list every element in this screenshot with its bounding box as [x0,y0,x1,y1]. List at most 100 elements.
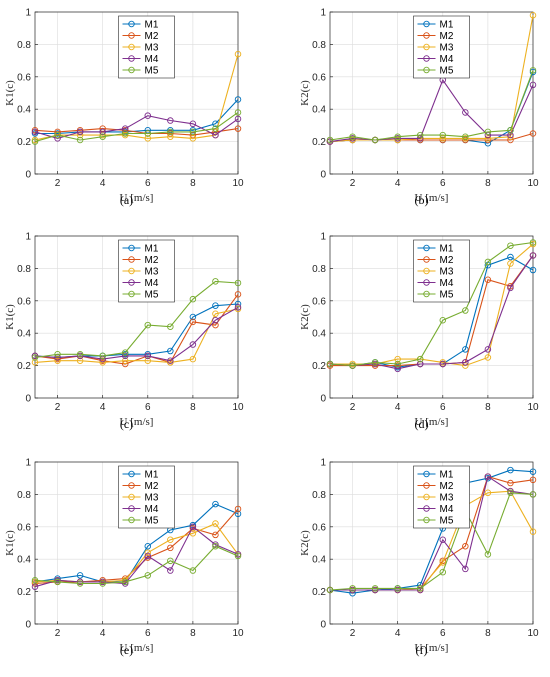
data-point [394,355,401,363]
y-tick-label: 0.8 [17,264,31,275]
data-point [349,133,356,140]
x-tick-label: 6 [145,628,151,639]
y-tick-label: 0.2 [17,361,31,372]
data-point [462,565,469,573]
x-tick-label: 4 [395,178,401,189]
legend-entry: M1 [145,20,159,31]
x-tick-label: 2 [55,178,61,189]
data-point [76,351,84,358]
x-tick-label: 6 [440,178,446,189]
data-point [416,131,424,139]
y-tick-label: 0.8 [17,40,31,51]
data-point [484,489,492,497]
y-axis-label: K2(c) [299,530,311,556]
x-tick-label: 8 [190,628,196,639]
data-point [326,360,334,368]
data-point [212,125,219,132]
x-tick-label: 2 [55,628,61,639]
data-point [529,468,537,475]
data-point [507,253,514,261]
y-tick-label: 0.6 [312,522,326,533]
data-point [462,542,469,550]
axes-frame [34,11,239,175]
data-point [54,578,61,586]
data-point [394,360,401,368]
y-tick-label: 0.4 [17,105,31,116]
data-point [507,131,514,139]
data-point [234,510,242,518]
data-point [439,536,447,544]
data-point [234,50,242,58]
data-point [189,120,197,128]
x-tick-label: 8 [190,402,196,413]
legend-marker [423,505,430,512]
y-tick-label: 1 [320,8,326,19]
series-line-m3 [329,15,534,143]
legend-entry: M2 [145,481,159,492]
data-point [507,242,514,249]
y-tick-label: 0.4 [312,105,326,116]
y-tick-label: 0.4 [17,555,31,566]
data-point [349,585,356,592]
legend-entry: M2 [440,255,454,266]
y-axis-label: K1(c) [4,530,16,556]
x-tick-label: 10 [527,178,539,189]
data-point [484,354,492,361]
legend-marker [423,256,430,263]
chart-panel: 2 4 6 8 10 0 0.2 0.4 0.6 0.8 1 U [m/s] K2(c) M1M2M3M4… [299,8,539,208]
data-point [439,131,447,139]
x-tick-label: 4 [395,402,401,413]
series-line-m1 [35,99,239,135]
series-line-m3 [34,308,239,363]
y-tick-label: 1 [25,232,31,243]
series-line-m5 [329,70,534,141]
data-point [439,559,447,566]
y-tick-label: 0.6 [312,72,326,83]
data-point [234,109,242,116]
legend-marker [423,20,430,28]
axes-frame [34,235,239,399]
data-point [76,128,84,136]
panel-label: (c) [120,417,133,431]
panel-label: (e) [120,643,133,657]
data-point [234,552,242,560]
x-tick-label: 6 [145,178,151,189]
data-point [234,300,242,308]
data-point [439,316,447,324]
data-point [507,489,514,497]
y-tick-label: 0.2 [312,137,326,148]
data-point [76,580,84,587]
data-point [167,133,174,140]
x-tick-label: 10 [527,402,539,413]
panel-label: (b) [415,193,429,207]
data-point [144,112,152,119]
x-tick-label: 6 [145,402,151,413]
legend-entry: M1 [145,470,159,481]
data-point [121,578,129,586]
data-point [54,351,61,358]
series-line-m5 [34,111,239,143]
series-line-m4 [34,306,239,362]
series-line-m5 [329,492,534,591]
data-point [167,544,174,552]
data-point [529,239,537,246]
legend-marker [128,279,135,286]
series-line-m1 [329,469,534,594]
legend-marker [128,470,135,478]
data-point [529,67,537,74]
x-tick-label: 4 [395,628,401,639]
legend-entry: M4 [440,278,454,289]
x-tick-label: 4 [100,628,106,639]
y-tick-label: 1 [320,458,326,469]
legend-entry: M3 [145,493,159,504]
x-axis-label: U [m/s] [415,416,449,428]
series-line-m1 [34,503,239,583]
data-point [31,359,39,366]
data-point [326,136,334,144]
data-point [394,365,401,373]
y-tick-label: 0.6 [17,296,31,307]
data-point [349,362,356,369]
